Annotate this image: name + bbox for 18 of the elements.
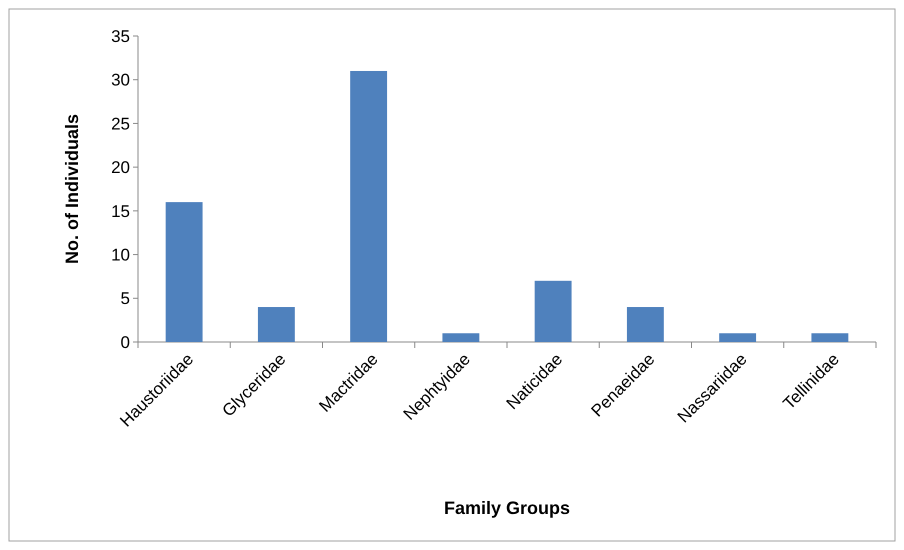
bar	[719, 333, 756, 342]
x-axis-title: Family Groups	[444, 498, 570, 518]
y-tick-label: 20	[111, 158, 130, 178]
bar	[442, 333, 480, 342]
y-tick-label: 10	[111, 246, 130, 265]
y-tick-label: 35	[111, 26, 130, 46]
y-axis-title: No. of Individuals	[62, 114, 82, 264]
y-tick-label: 0	[120, 332, 130, 352]
bar	[534, 280, 572, 342]
y-tick-label: 25	[111, 114, 130, 134]
bar	[258, 307, 295, 342]
y-tick-label: 15	[111, 202, 130, 221]
y-tick-label: 5	[120, 289, 130, 308]
bar	[626, 307, 664, 342]
y-tick-label: 30	[111, 70, 130, 90]
bar	[166, 202, 203, 342]
bar	[811, 333, 848, 342]
bar	[350, 70, 388, 342]
